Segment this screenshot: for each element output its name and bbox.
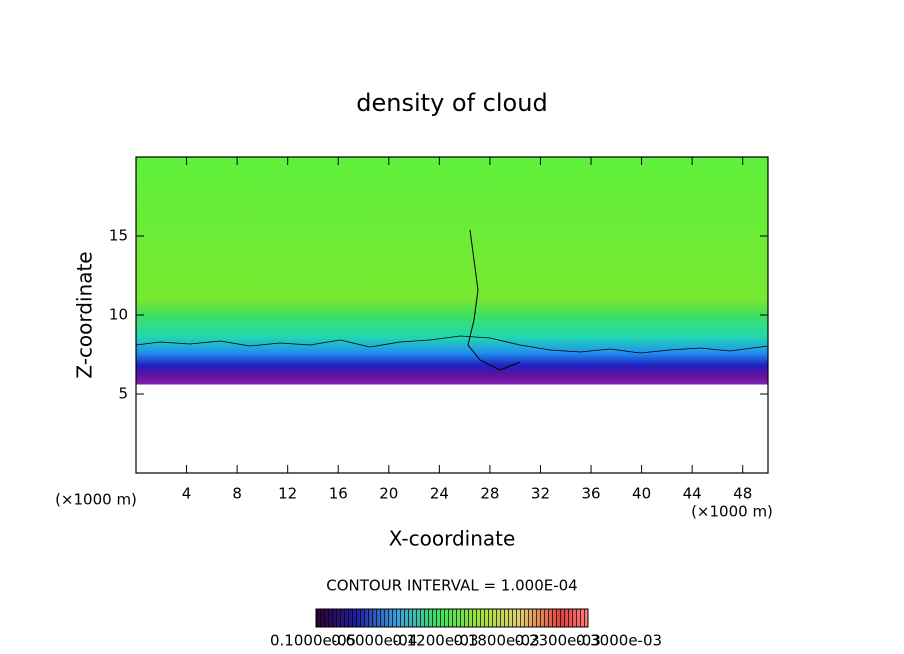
x-unit-right: (×1000 m): [691, 503, 773, 521]
colorbar-label: 0.1000e-05: [270, 632, 356, 650]
plot-area: [135, 156, 769, 474]
colorbar-label: 0.1200e-03: [392, 632, 478, 650]
contour-line: [467, 229, 521, 371]
colorbar-label: 0.2300e-03: [515, 632, 601, 650]
x-tick-label: 32: [531, 485, 550, 503]
x-tick-label: 48: [733, 485, 752, 503]
y-tick-label: 10: [109, 306, 128, 324]
y-tick-label: 15: [109, 227, 128, 245]
x-tick-label: 16: [329, 485, 348, 503]
x-unit-left: (×1000 m): [55, 491, 137, 509]
x-tick-label: 44: [683, 485, 702, 503]
colorbar-label: 0.1800e-03: [454, 632, 540, 650]
x-tick-label: 28: [480, 485, 499, 503]
y-axis-label: Z-coordinate: [73, 251, 97, 378]
x-tick-label: 24: [430, 485, 449, 503]
x-tick-label: 36: [581, 485, 600, 503]
colorbar-stripes: [315, 608, 589, 628]
x-tick-label: 8: [232, 485, 242, 503]
x-tick-label: 40: [632, 485, 651, 503]
chart-title: density of cloud: [356, 89, 547, 117]
x-tick-label: 20: [379, 485, 398, 503]
x-tick-label: 4: [182, 485, 192, 503]
x-axis-label: X-coordinate: [389, 527, 516, 551]
y-tick-label: 5: [118, 385, 128, 403]
colorbar-label: 0.6000e-04: [331, 632, 417, 650]
colorbar-label: 0.3000e-03: [576, 632, 662, 650]
x-tick-label: 12: [278, 485, 297, 503]
cloud-field: [136, 157, 768, 473]
contour-line: [135, 335, 769, 354]
contour-note: CONTOUR INTERVAL = 1.000E-04: [326, 577, 577, 595]
